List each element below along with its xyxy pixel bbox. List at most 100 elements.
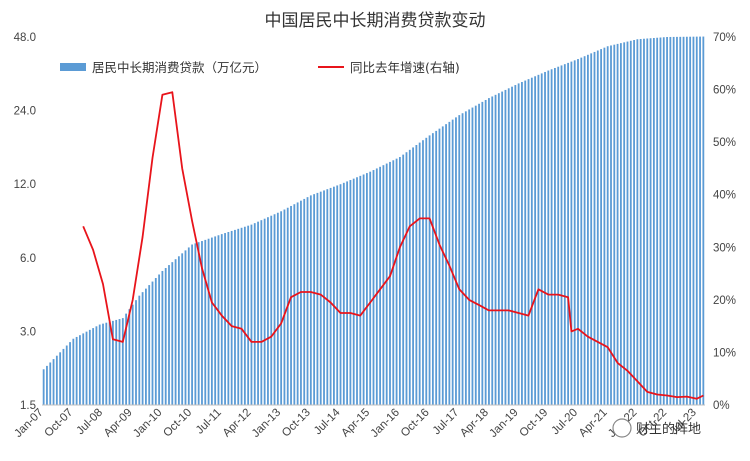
bar <box>98 324 101 405</box>
bar <box>379 166 381 405</box>
bar <box>184 250 187 405</box>
bar <box>62 348 65 405</box>
bar <box>72 338 75 405</box>
bar <box>267 217 269 405</box>
bar <box>148 285 151 405</box>
bar <box>600 49 602 406</box>
bar <box>554 67 556 405</box>
bar <box>135 300 137 405</box>
bar <box>105 322 108 405</box>
bar-series <box>42 36 705 406</box>
bar <box>300 200 302 405</box>
bar <box>652 37 655 406</box>
legend-bar-label: 居民中长期消费贷款（万亿元） <box>92 60 267 75</box>
y-right-tick-label: 20% <box>713 295 736 307</box>
x-tick-label: Oct-13 <box>280 407 313 440</box>
bar <box>685 36 688 405</box>
bar <box>659 37 662 405</box>
x-tick-label: Apr-15 <box>339 407 372 440</box>
bar <box>422 140 424 405</box>
bar <box>55 355 58 405</box>
bar <box>313 194 316 405</box>
bar <box>524 80 527 405</box>
bar <box>375 168 378 405</box>
bar <box>276 212 279 405</box>
bar <box>639 38 642 406</box>
bar <box>511 86 513 406</box>
bar <box>517 83 520 406</box>
x-tick-label: Apr-21 <box>577 407 610 440</box>
bar <box>587 54 589 405</box>
bar <box>676 36 678 405</box>
bar <box>461 113 464 405</box>
x-tick-label: Jan-13 <box>250 407 283 440</box>
bar <box>329 187 332 405</box>
bar <box>125 313 128 405</box>
x-tick-label: Jan-19 <box>487 407 520 440</box>
x-tick-label: Jan-16 <box>369 407 402 440</box>
bar <box>168 265 170 405</box>
growth-line <box>82 91 704 400</box>
bar <box>270 215 273 405</box>
bar <box>118 319 121 405</box>
bar <box>283 209 286 405</box>
bar <box>544 71 546 405</box>
bar <box>108 321 111 405</box>
y-left-tick-label: 6.0 <box>20 253 36 265</box>
bar <box>398 157 401 405</box>
bar <box>662 37 665 405</box>
bar <box>273 214 276 405</box>
bar <box>669 36 672 406</box>
y-left-tick-label: 1.5 <box>20 400 36 412</box>
bar <box>197 242 200 405</box>
bar <box>540 73 543 406</box>
bar <box>474 105 477 405</box>
bar <box>616 43 619 406</box>
bar <box>309 195 312 405</box>
y-left-tick-label: 3.0 <box>20 326 36 338</box>
bar <box>339 184 342 405</box>
bar <box>326 189 329 405</box>
bar <box>263 218 266 405</box>
bar <box>689 36 692 405</box>
bar <box>342 182 345 405</box>
bar <box>504 89 507 405</box>
x-tick-label: Apr-09 <box>102 407 135 440</box>
bar <box>79 335 81 405</box>
bar <box>171 262 174 405</box>
bar <box>138 295 141 405</box>
bar <box>52 359 55 405</box>
bar <box>412 147 414 406</box>
bar <box>679 36 682 406</box>
bar <box>534 76 537 406</box>
bar <box>623 42 626 405</box>
bar <box>243 226 246 405</box>
bar <box>702 36 705 406</box>
bar <box>567 62 570 405</box>
bar <box>349 180 352 405</box>
bar <box>145 288 147 405</box>
legend-bar-swatch <box>60 63 86 71</box>
x-tick-label: Jul-11 <box>194 407 224 437</box>
bar <box>333 186 335 405</box>
bar <box>682 36 685 406</box>
bar <box>448 121 451 405</box>
right-axis: 0% 10% 20% 30% 40% 50% 60% 70% <box>713 32 736 412</box>
bar <box>112 320 114 405</box>
bar <box>260 220 263 405</box>
bar <box>468 109 471 405</box>
bar <box>507 88 510 405</box>
bar <box>42 369 45 405</box>
x-tick-label: Oct-10 <box>161 407 194 440</box>
bar <box>488 98 490 405</box>
bar <box>290 205 292 405</box>
bar <box>563 64 566 406</box>
bar <box>619 43 622 405</box>
y-left-tick-label: 24.0 <box>14 106 36 118</box>
watermark-icon <box>612 418 632 438</box>
watermark: 财主的阵地 <box>612 418 701 438</box>
bar <box>464 111 467 405</box>
bar <box>699 36 701 405</box>
bar <box>161 270 164 405</box>
bar <box>402 154 405 405</box>
